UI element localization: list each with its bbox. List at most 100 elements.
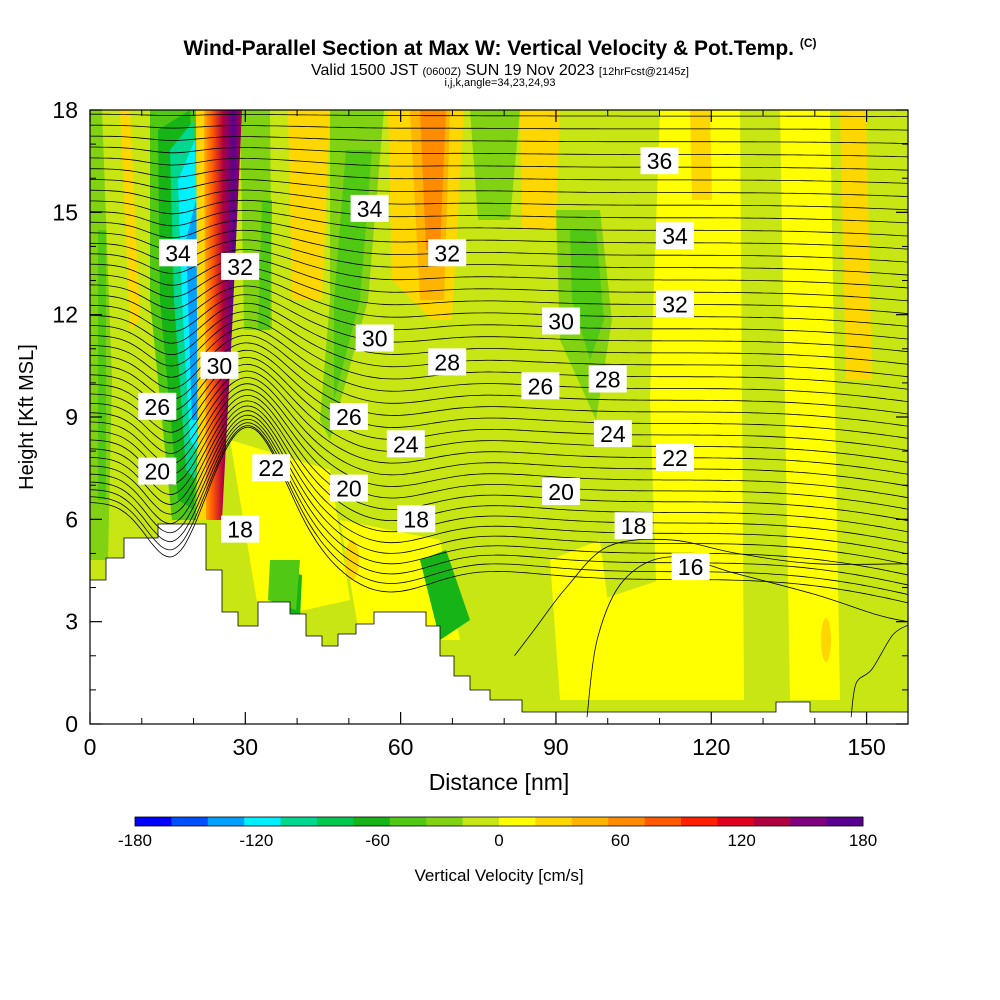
colorbar-swatch: [171, 817, 209, 826]
theta-contour-line: [89, 249, 909, 289]
theta-label-text: 22: [258, 455, 284, 481]
valid-utc: (0600Z): [422, 66, 462, 78]
theta-contour-line: [89, 405, 909, 544]
velocity-region: [268, 560, 300, 610]
label-box: [593, 420, 632, 448]
grid-indices: i,j,k,angle=34,23,24,93: [444, 77, 556, 89]
velocity-region: [420, 110, 446, 250]
theta-contour-label: 20: [542, 478, 581, 505]
theta-contour-label: 32: [428, 239, 467, 267]
copyright-mark: (C): [799, 36, 817, 50]
x-tick-label: 90: [543, 734, 569, 760]
theta-contour-label: 32: [221, 252, 260, 280]
x-tick-label: 0: [84, 734, 97, 760]
theta-contour-label: 18: [397, 505, 436, 533]
theta-contour-line: [89, 422, 909, 586]
theta-contour-line: [89, 327, 909, 403]
theta-contour-line: [89, 168, 909, 184]
x-tick-label: 150: [847, 734, 885, 760]
theta-label-text: 34: [165, 240, 191, 266]
theta-contour-line: [89, 377, 909, 487]
label-box: [542, 478, 581, 505]
theta-contour-label: 30: [355, 324, 394, 352]
theta-label-text: 34: [662, 223, 688, 249]
theta-contour-line: [89, 146, 909, 158]
label-box: [656, 222, 694, 250]
theta-label-text: 18: [227, 517, 253, 543]
colorbar-swatch: [353, 817, 391, 826]
theta-contour-line: [89, 209, 909, 237]
colorbar-tick-label: 60: [611, 831, 630, 850]
label-box: [640, 147, 679, 175]
y-axis-label: Height [Kft MSL]: [16, 344, 38, 490]
theta-label-text: 20: [336, 476, 362, 502]
theta-contour-line: [89, 302, 909, 365]
theta-contour-line: [89, 113, 908, 118]
colorbar-swatch: [717, 817, 755, 826]
theta-contour-label: 34: [350, 194, 389, 222]
theta-contour-label: 30: [200, 351, 239, 379]
velocity-region: [120, 110, 140, 330]
theta-contour-line: [89, 400, 909, 533]
valid-prefix: Valid 1500 JST: [311, 62, 419, 79]
theta-contour-line: [89, 239, 909, 276]
velocity-region: [470, 110, 520, 220]
valid-date: SUN 19 Nov 2023: [465, 62, 595, 79]
velocity-region: [288, 110, 330, 300]
label-box: [159, 239, 197, 267]
theta-contour-line: [89, 135, 909, 144]
theta-label-text: 22: [662, 445, 688, 471]
theta-label-text: 30: [548, 309, 574, 335]
velocity-region: [98, 230, 106, 500]
theta-contour-label: 34: [159, 239, 197, 267]
theta-label-text: 20: [548, 479, 574, 505]
theta-contour-label: 20: [329, 474, 368, 502]
theta-contour-label: 24: [386, 430, 425, 458]
theta-label-text: 16: [678, 554, 704, 580]
theta-contour-line: [89, 285, 909, 340]
colorbar-swatch: [135, 817, 172, 826]
theta-contour-label: 16: [671, 553, 710, 581]
theta-label-text: 26: [336, 404, 362, 430]
theta-contour-line: [89, 219, 909, 250]
label-box: [521, 372, 560, 400]
theta-contour-label: 26: [521, 372, 560, 400]
theta-contour-line: [89, 157, 909, 171]
colorbar-swatch: [644, 817, 682, 826]
theta-label-text: 32: [662, 291, 688, 317]
colorbar-swatch: [681, 817, 718, 826]
colorbar-swatch: [317, 817, 354, 826]
theta-contour-line: [89, 311, 909, 378]
label-box: [542, 307, 581, 335]
theta-contour-label: 20: [138, 457, 177, 485]
theta-contour-line: [89, 124, 909, 131]
theta-contour-line: [89, 370, 909, 475]
label-box: [386, 430, 425, 458]
velocity-region: [821, 618, 831, 662]
theta-contour-label: 26: [138, 392, 177, 420]
theta-label-text: 18: [403, 506, 429, 532]
theta-contour-line: [89, 294, 909, 353]
theta-contour-line: [89, 383, 909, 499]
theta-contour-line: [89, 179, 909, 197]
colorbar-swatch: [608, 817, 645, 826]
theta-contour-line: [89, 389, 909, 510]
theta-label-text: 28: [595, 367, 621, 393]
y-tick-label: 3: [65, 609, 78, 635]
colorbar-tick-label: -180: [118, 831, 152, 850]
chart-subtitle: Valid 1500 JST (0600Z) SUN 19 Nov 2023 […: [0, 62, 1000, 80]
label-box: [329, 474, 368, 502]
colorbar-swatch: [389, 817, 427, 826]
colorbar-swatch: [535, 817, 573, 826]
theta-contour-line: [89, 418, 909, 576]
theta-label-text: 32: [434, 240, 460, 266]
colorbar-swatch: [499, 817, 536, 826]
colorbar-swatch: [462, 817, 500, 826]
y-tick-label: 0: [65, 711, 78, 737]
velocity-region: [690, 110, 712, 200]
colorbar: -180 -120 -60 0 60 120 180: [118, 816, 877, 850]
theta-label-text: 32: [227, 254, 253, 280]
theta-contour-label: 24: [593, 420, 632, 448]
